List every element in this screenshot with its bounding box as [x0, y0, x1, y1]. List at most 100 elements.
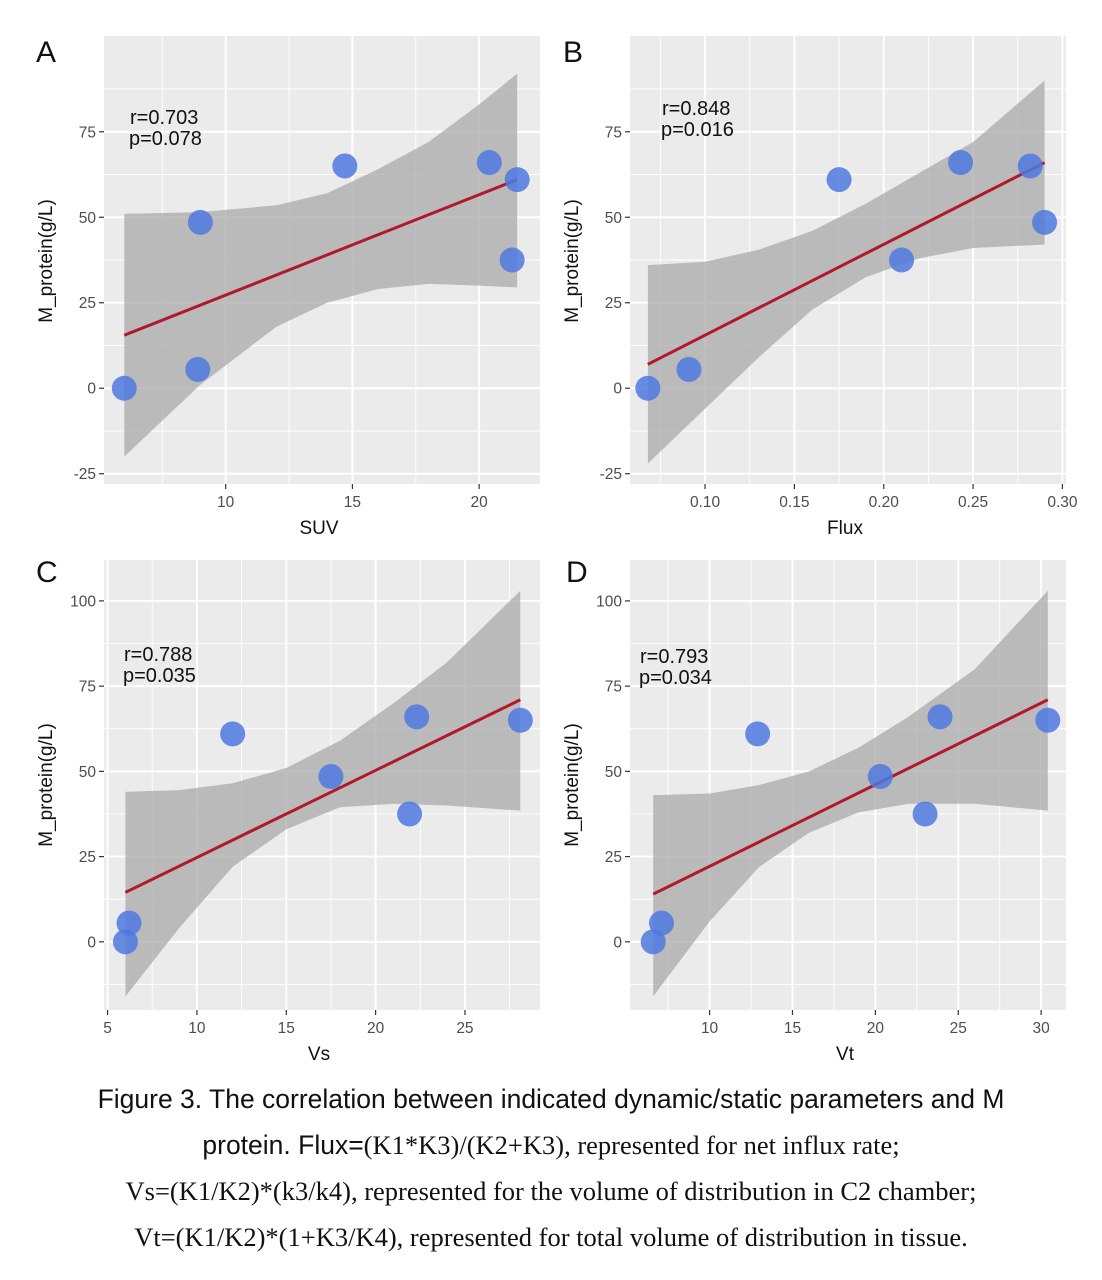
x-tick-label: 10 — [701, 1020, 719, 1037]
x-axis-title: Flux — [827, 518, 863, 539]
y-tick-label: -25 — [600, 466, 622, 483]
data-point — [745, 721, 771, 747]
caption-line-2-end: (K1*K3)/(K2+K3), represented for net inf… — [363, 1130, 900, 1160]
regression-line — [124, 698, 522, 894]
y-tick-label: 75 — [79, 679, 96, 696]
data-point — [948, 150, 974, 176]
panel-b: 0.10 0.15 0.20 0.25 0.30 -25 0 25 50 75 r=0.848p=0… — [562, 36, 1078, 539]
correlation-r: r=0.793 — [640, 646, 708, 668]
x-tick-label: 5 — [103, 1020, 112, 1037]
x-tick-label: 0.10 — [690, 494, 721, 511]
caption-line-1: Figure 3. The correlation between indica… — [97, 1084, 1005, 1114]
x-tick-label: 25 — [950, 1020, 967, 1037]
data-point — [889, 247, 915, 273]
y-tick-label: 50 — [79, 764, 97, 781]
caption-line-4: Vt=(K1/K2)*(1+K3/K4), represented for to… — [134, 1222, 968, 1252]
data-point — [1032, 209, 1058, 235]
y-tick-label: 50 — [605, 764, 623, 781]
data-point — [185, 356, 211, 382]
x-tick-label: 0.30 — [1047, 494, 1078, 511]
x-axis-title: SUV — [299, 518, 338, 539]
correlation-p: p=0.016 — [661, 119, 734, 141]
caption-line-2: protein. Flux=(K1*K3)/(K2+K3), represent… — [20, 1122, 1082, 1168]
x-axis-title: Vs — [308, 1044, 330, 1065]
data-point — [220, 721, 246, 747]
data-point — [867, 763, 893, 789]
caption-line-3: Vs=(K1/K2)*(k3/k4), represented for the … — [125, 1176, 977, 1206]
data-point — [635, 375, 661, 401]
correlation-p: p=0.078 — [129, 128, 202, 150]
panel-label: D — [566, 556, 588, 589]
y-tick-label: 25 — [605, 849, 622, 866]
x-tick-label: 15 — [784, 1020, 801, 1037]
correlation-p: p=0.035 — [123, 665, 196, 687]
data-point — [1017, 153, 1043, 179]
x-tick-label: 10 — [188, 1020, 206, 1037]
figure-panels: 10 15 20-250255075r=0.703p=0.078SUVM_prote… — [36, 36, 1078, 1065]
panel-label: B — [563, 36, 583, 69]
data-point — [116, 910, 142, 936]
y-tick-label: 100 — [596, 593, 622, 610]
data-point — [1035, 707, 1061, 733]
panel-label: A — [36, 36, 56, 69]
y-axis-title: M_protein(g/L) — [36, 723, 57, 847]
regression-line — [652, 698, 1049, 896]
y-tick-label: 25 — [79, 295, 96, 312]
y-tick-label: 50 — [605, 210, 623, 227]
x-tick-label: 20 — [471, 494, 489, 511]
data-point — [826, 167, 852, 193]
caption-line-2-start: protein. Flux= — [202, 1130, 364, 1160]
y-axis-title: M_protein(g/L) — [36, 199, 57, 323]
data-point — [404, 704, 430, 730]
x-tick-label: 30 — [1033, 1020, 1051, 1037]
data-point — [112, 929, 138, 955]
data-point — [111, 375, 137, 401]
y-tick-label: 75 — [605, 124, 622, 141]
data-point — [648, 910, 674, 936]
y-tick-label: 25 — [79, 849, 96, 866]
data-point — [332, 153, 358, 179]
panel-label: C — [36, 556, 58, 589]
data-point — [187, 209, 213, 235]
data-point — [318, 763, 344, 789]
y-tick-label: -25 — [74, 466, 96, 483]
y-tick-label: 0 — [87, 934, 96, 951]
x-tick-label: 0.25 — [958, 494, 988, 511]
confidence-band — [653, 590, 1048, 997]
regression-line — [123, 178, 518, 337]
figure-caption: Figure 3. The correlation between indica… — [20, 1076, 1082, 1260]
y-tick-label: 0 — [87, 381, 96, 398]
x-tick-label: 15 — [344, 494, 361, 511]
data-point — [476, 150, 502, 176]
correlation-r: r=0.848 — [662, 98, 730, 120]
x-axis-title: Vt — [836, 1044, 855, 1065]
x-tick-label: 20 — [367, 1020, 385, 1037]
correlation-p: p=0.034 — [639, 667, 712, 689]
data-point — [507, 707, 533, 733]
confidence-band — [125, 590, 521, 997]
x-tick-label: 20 — [867, 1020, 885, 1037]
data-point — [676, 356, 702, 382]
y-tick-label: 100 — [70, 593, 96, 610]
data-point — [640, 929, 666, 955]
y-tick-label: 0 — [613, 934, 622, 951]
confidence-band — [647, 80, 1045, 464]
data-point — [927, 704, 953, 730]
x-tick-label: 0.20 — [869, 494, 900, 511]
x-tick-label: 0.15 — [779, 494, 809, 511]
confidence-band — [124, 73, 518, 457]
y-tick-label: 50 — [79, 210, 97, 227]
y-axis-title: M_protein(g/L) — [562, 199, 583, 323]
y-tick-label: 0 — [613, 381, 622, 398]
y-tick-label: 75 — [79, 124, 96, 141]
data-point — [499, 247, 525, 273]
data-point — [912, 801, 938, 827]
x-tick-label: 25 — [456, 1020, 473, 1037]
correlation-r: r=0.703 — [130, 107, 198, 129]
correlation-r: r=0.788 — [124, 644, 192, 666]
y-axis-title: M_protein(g/L) — [562, 723, 583, 847]
y-tick-label: 75 — [605, 679, 622, 696]
